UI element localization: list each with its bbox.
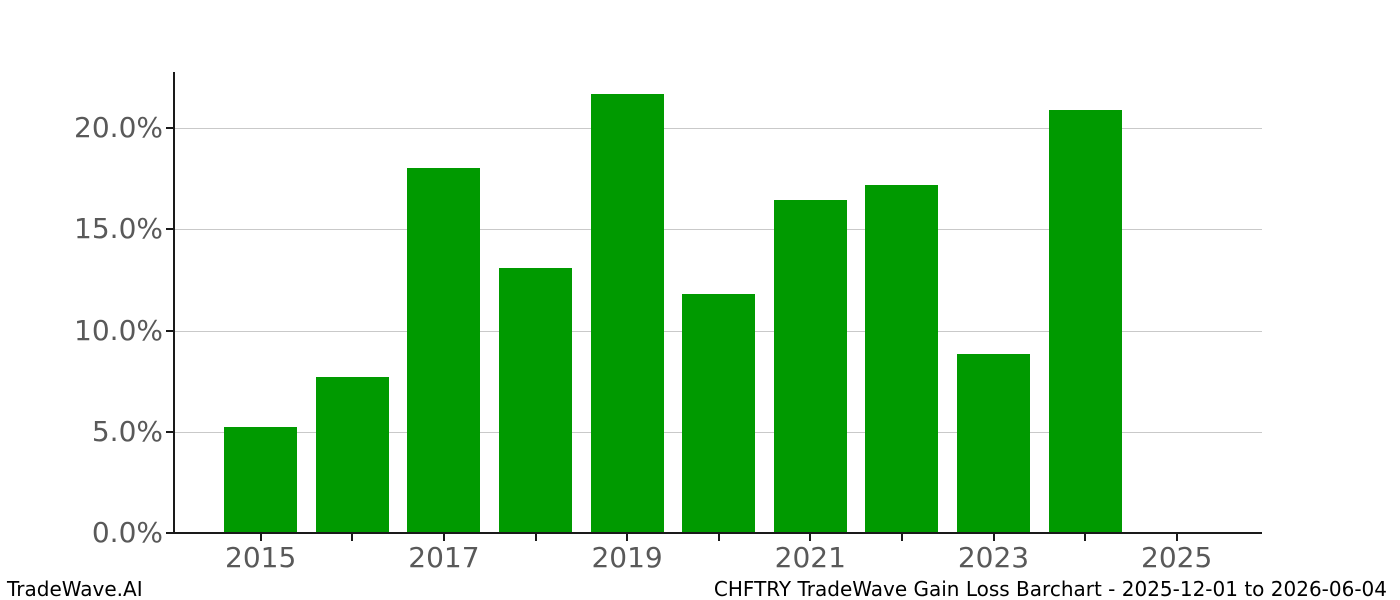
x-tick-2015: [259, 534, 262, 541]
x-tick-label-2017: 2017: [408, 541, 480, 574]
x-tick-label-2019: 2019: [591, 541, 663, 574]
y-tick-5.0%: [166, 430, 173, 433]
bar-2022: [865, 185, 939, 533]
gridline-15.0%: [175, 229, 1262, 231]
x-tick-label-2025: 2025: [1141, 541, 1213, 574]
x-tick-2021: [809, 534, 812, 541]
x-tick-2023: [992, 534, 995, 541]
x-tick-2017: [442, 534, 445, 541]
bar-2024: [1048, 110, 1122, 533]
x-tick-label-2015: 2015: [225, 541, 297, 574]
x-axis-spine: [173, 532, 1262, 534]
brand-watermark: TradeWave.AI: [7, 577, 143, 600]
y-tick-label-5.0%: 5.0%: [91, 414, 163, 448]
bar-2019: [590, 94, 664, 533]
bar-2021: [773, 200, 847, 533]
x-tick-2025: [1175, 534, 1178, 541]
y-tick-20.0%: [166, 127, 173, 129]
x-tick-2020: [717, 534, 720, 541]
y-tick-label-15.0%: 15.0%: [74, 212, 163, 246]
chart-caption: CHFTRY TradeWave Gain Loss Barchart - 20…: [713, 577, 1387, 600]
x-tick-2024: [1084, 534, 1087, 541]
x-tick-2018: [534, 534, 537, 541]
bar-2016: [315, 377, 389, 533]
x-tick-2016: [351, 534, 354, 541]
y-tick-label-20.0%: 20.0%: [74, 111, 163, 144]
y-tick-0.0%: [166, 532, 173, 534]
gridline-20.0%: [175, 128, 1262, 129]
x-tick-2022: [900, 534, 903, 541]
bar-2020: [682, 294, 756, 533]
y-axis-spine: [173, 72, 175, 534]
y-tick-label-10.0%: 10.0%: [74, 313, 163, 347]
bar-2015: [224, 427, 298, 533]
bar-2023: [957, 354, 1030, 533]
bar-2018: [499, 268, 572, 533]
x-tick-2019: [626, 534, 629, 541]
x-tick-label-2023: 2023: [957, 541, 1030, 574]
x-tick-label-2021: 2021: [774, 541, 846, 574]
y-tick-15.0%: [166, 228, 173, 231]
y-tick-10.0%: [166, 329, 173, 332]
y-tick-label-0.0%: 0.0%: [91, 516, 163, 549]
bar-2017: [407, 168, 481, 533]
